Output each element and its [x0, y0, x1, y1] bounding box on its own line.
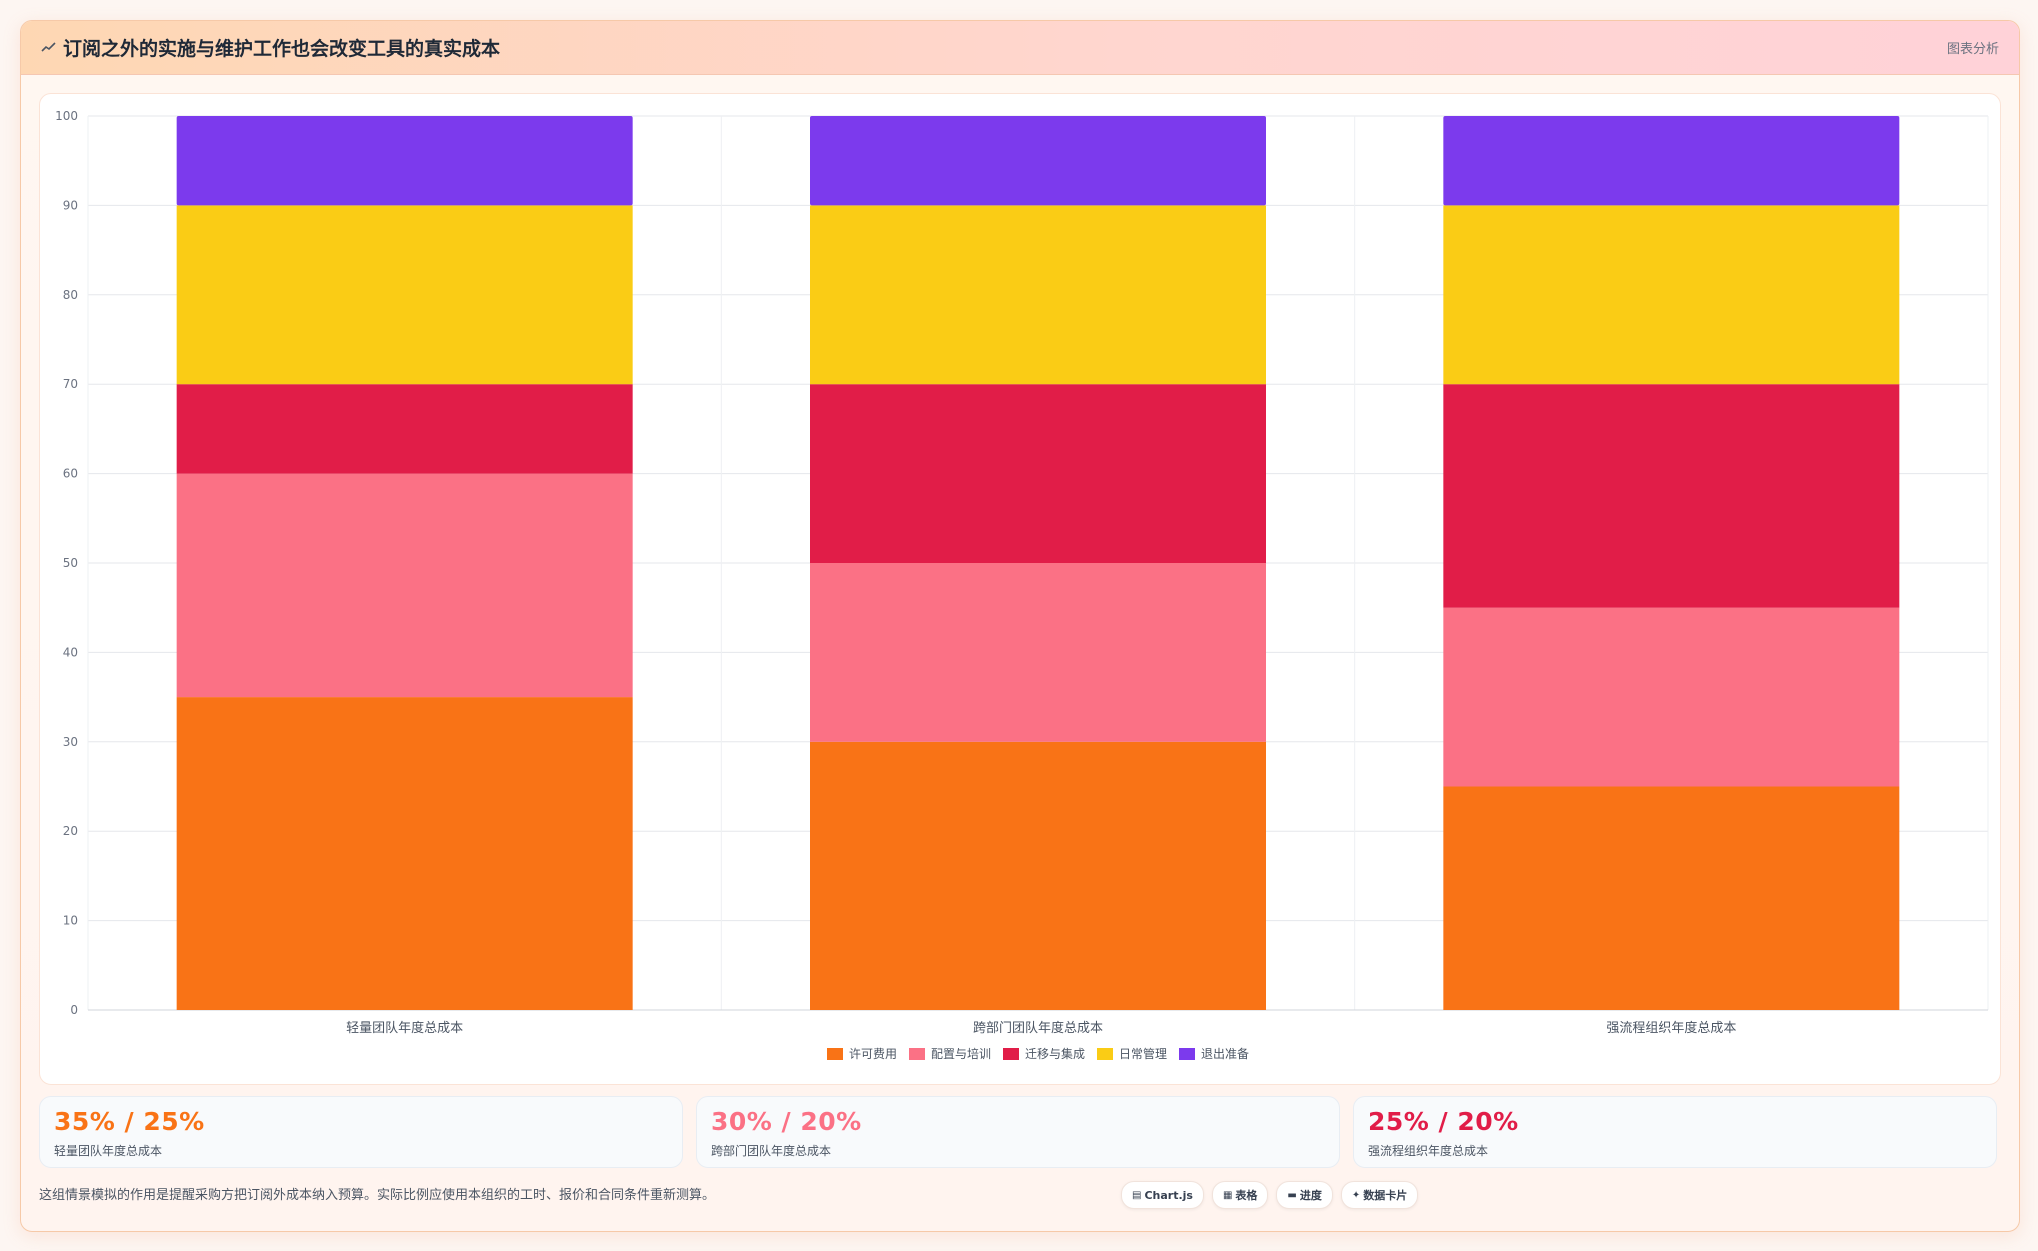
view-chips: ▤ Chart.js ▦ 表格 ▬ 进度 ✦ 数据卡片: [1121, 1181, 1419, 1209]
line-chart-icon: [41, 41, 56, 52]
bar-segment: [810, 563, 1266, 742]
bar-segment: [1443, 116, 1900, 206]
chip-label: Chart.js: [1144, 1188, 1193, 1202]
stat-label: 跨部门团队年度总成本: [711, 1144, 832, 1158]
bar-segment: [176, 205, 633, 385]
bar-segment: [176, 116, 633, 206]
chip-data-card[interactable]: ✦ 数据卡片: [1340, 1181, 1419, 1209]
y-tick-label: 100: [55, 109, 78, 123]
chip-table[interactable]: ▦ 表格: [1211, 1181, 1269, 1209]
y-tick-label: 20: [63, 824, 78, 838]
legend-swatch: [1179, 1048, 1195, 1060]
panel-header: 订阅之外的实施与维护工作也会改变工具的真实成本 图表分析: [21, 21, 2019, 75]
legend-swatch: [909, 1048, 925, 1060]
legend-swatch: [1003, 1048, 1019, 1060]
chart-analysis-label: 图表分析: [1946, 42, 1999, 57]
legend-label: 许可费用: [849, 1047, 897, 1061]
chip-label: 进度: [1299, 1189, 1322, 1202]
bar-segment: [1443, 384, 1900, 608]
y-tick-label: 10: [63, 914, 78, 928]
legend-label: 迁移与集成: [1025, 1046, 1085, 1061]
stacked-bar-chart: 0 10 20 30 40 50 60 70 80 90 100 轻量团队年度总成本 跨部门团队年度总成…: [55, 109, 1989, 1061]
stat-value: 30% / 20%: [711, 1107, 862, 1136]
legend-label: 配置与培训: [931, 1046, 991, 1061]
chart-card: 0 10 20 30 40 50 60 70 80 90 100 轻量团队年度总成本 跨部门团队年度总成…: [39, 93, 2001, 1085]
bar-segment: [176, 384, 633, 474]
y-tick-label: 70: [63, 377, 78, 391]
progress-icon: ▬: [1287, 1189, 1297, 1201]
chip-label: 表格: [1235, 1189, 1258, 1202]
y-tick-label: 80: [63, 288, 78, 302]
chart-icon: ▤: [1132, 1189, 1142, 1201]
bar-segment: [1443, 786, 1900, 1010]
bar-segment: [810, 205, 1266, 385]
legend-label: 退出准备: [1201, 1047, 1249, 1061]
bar-segment: [176, 697, 633, 1010]
stat-card-light-team: 35% / 25% 轻量团队年度总成本: [39, 1096, 683, 1168]
stat-card-process-org: 25% / 20% 强流程组织年度总成本: [1353, 1096, 1997, 1168]
sparkle-icon: ✦: [1351, 1189, 1361, 1201]
stat-label: 强流程组织年度总成本: [1368, 1144, 1489, 1158]
stat-label: 轻量团队年度总成本: [54, 1144, 163, 1158]
y-tick-label: 90: [63, 198, 78, 212]
bar-segment: [810, 116, 1266, 206]
legend-label: 日常管理: [1119, 1046, 1167, 1061]
y-tick-label: 50: [63, 556, 78, 570]
bar-segment: [810, 741, 1266, 1010]
bar-segment: [810, 384, 1266, 563]
chip-progress[interactable]: ▬ 进度: [1276, 1181, 1333, 1209]
x-tick-label: 跨部门团队年度总成本: [973, 1020, 1103, 1036]
chart-panel: 订阅之外的实施与维护工作也会改变工具的真实成本 图表分析 0 10 20 30 40 50…: [20, 20, 2020, 1232]
chip-label: 数据卡片: [1363, 1189, 1408, 1202]
bar-segment: [1443, 607, 1900, 787]
table-icon: ▦: [1222, 1189, 1233, 1201]
legend-swatch: [827, 1048, 843, 1060]
chip-chartjs[interactable]: ▤ Chart.js: [1121, 1181, 1204, 1209]
bar-segment: [176, 473, 633, 698]
y-tick-label: 0: [70, 1003, 78, 1017]
stat-value: 35% / 25%: [54, 1107, 205, 1136]
page-title: 订阅之外的实施与维护工作也会改变工具的真实成本: [63, 38, 501, 60]
bar-segment: [1443, 205, 1900, 385]
y-tick-label: 60: [63, 467, 78, 481]
x-tick-label: 强流程组织年度总成本: [1606, 1020, 1736, 1036]
x-tick-label: 轻量团队年度总成本: [346, 1020, 463, 1036]
footnote: 这组情景模拟的作用是提醒采购方把订阅外成本纳入预算。实际比例应使用本组织的工时、…: [39, 1188, 716, 1203]
legend-swatch: [1097, 1048, 1113, 1060]
stat-value: 25% / 20%: [1368, 1107, 1519, 1136]
stat-card-cross-team: 30% / 20% 跨部门团队年度总成本: [696, 1096, 1340, 1168]
y-tick-label: 40: [63, 645, 78, 659]
y-tick-label: 30: [63, 735, 78, 749]
